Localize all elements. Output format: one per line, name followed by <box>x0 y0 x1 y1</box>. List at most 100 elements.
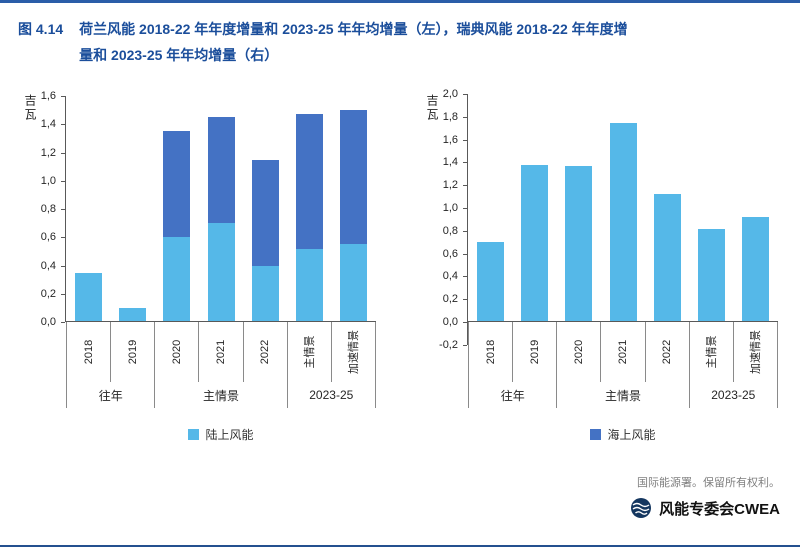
y-tick-label: 2,0 <box>442 88 458 100</box>
x-category-label: 主情景 <box>304 335 317 369</box>
y-tick-mark <box>463 299 467 301</box>
y-tick-label: 0,8 <box>40 203 56 215</box>
y-tick-label: 1,4 <box>442 156 458 169</box>
plot-area <box>66 96 376 322</box>
figure-caption: 图 4.14 荷兰风能 2018-22 年年度增量和 2023-25 年年均增量… <box>18 16 784 68</box>
x-category-label: 2021 <box>616 339 629 365</box>
y-tick-label: 1,4 <box>40 118 56 131</box>
y-tick-label: 0,8 <box>442 224 458 237</box>
legend-swatch-offshore <box>590 429 602 440</box>
y-tick-mark <box>463 230 467 232</box>
x-category-cell: 2021 <box>199 322 244 382</box>
y-tick-label: 1,8 <box>442 110 458 123</box>
x-category-cell: 2019 <box>513 322 558 382</box>
x-group-label: 2023-25 <box>309 388 354 402</box>
x-axis-line <box>66 321 376 322</box>
bar-segment-onshore <box>296 248 324 322</box>
y-tick-mark <box>61 180 65 182</box>
x-category-label: 加速情景 <box>750 330 763 374</box>
y-axis-line <box>467 94 468 345</box>
y-tick-label: 0,2 <box>442 293 458 306</box>
bar-segment-onshore <box>207 223 235 322</box>
x-group-label: 主情景 <box>155 382 288 408</box>
y-tick-mark <box>463 139 467 141</box>
y-tick-label: 1,0 <box>442 202 458 214</box>
figure-number: 图 4.14 <box>18 21 64 37</box>
x-category-label: 2022 <box>259 339 272 365</box>
bar-segment-onshore <box>653 194 681 322</box>
y-tick-label: 1,0 <box>40 174 56 187</box>
copyright-text: 国际能源署。保留所有权利。 <box>637 477 780 489</box>
x-category-cell: 加速情景 <box>734 322 777 382</box>
y-tick-mark <box>61 96 65 97</box>
y-tick-label: 1,2 <box>40 146 56 159</box>
x-category-label: 2019 <box>528 339 541 365</box>
bar-segment-onshore <box>251 265 279 322</box>
x-axis-category-labels: 2018 2019 2020 2021 2022 主情景 加速情景 <box>468 322 778 382</box>
charts-row: 吉瓦 1,6 1,4 1,2 1,0 0,8 0,6 0,4 0,2 0,0 2018 2019 2… <box>10 82 784 443</box>
x-category-label: 2022 <box>661 339 674 365</box>
y-tick-mark <box>463 322 467 323</box>
chart-sweden: 吉瓦 2,0 1,8 1,6 1,4 1,2 1,0 0,8 0,6 0,4 0,2 0,0 -0,2… <box>412 82 784 443</box>
bar-segment-onshore <box>340 244 368 322</box>
bar-segment-onshore <box>698 228 726 322</box>
x-category-label: 加速情景 <box>348 330 361 374</box>
x-category-cell: 加速情景 <box>332 322 375 382</box>
x-category-label: 2018 <box>484 339 497 365</box>
y-tick-mark <box>463 94 467 95</box>
bar-segment-onshore <box>565 165 593 322</box>
cwea-logo: 风能专委会CWEA <box>629 496 780 520</box>
y-tick-mark <box>463 253 467 255</box>
figure-title: 荷兰风能 2018-22 年年度增量和 2023-25 年年均增量（左），瑞典风… <box>79 16 627 68</box>
bar-segment-offshore <box>163 131 191 238</box>
x-axis-line <box>468 321 778 322</box>
x-category-cell: 2019 <box>111 322 156 382</box>
y-tick-label: 0,6 <box>40 231 56 244</box>
bar-segment-offshore <box>207 117 235 224</box>
x-category-cell: 2022 <box>244 322 288 382</box>
y-tick-mark <box>463 116 467 118</box>
y-tick-mark <box>61 322 65 323</box>
chart-canvas: 吉瓦 2,0 1,8 1,6 1,4 1,2 1,0 0,8 0,6 0,4 0,2 0,0 -0,2… <box>412 82 784 408</box>
y-tick-mark <box>463 208 467 209</box>
x-group-label: 2023-25 <box>711 388 756 402</box>
legend: 陆上风能 <box>66 426 376 443</box>
y-tick-label: 0,4 <box>442 270 458 283</box>
y-tick-mark <box>61 265 65 267</box>
y-tick-mark <box>463 344 467 346</box>
x-group-label: 往年 <box>67 382 156 408</box>
bar-segment-onshore <box>163 237 191 322</box>
x-category-cell: 2020 <box>155 322 200 382</box>
x-category-cell: 主情景 <box>288 322 332 382</box>
x-group-label: 往年 <box>469 382 558 408</box>
bar-segment-onshore <box>742 217 770 322</box>
y-tick-label: 0,0 <box>40 316 56 328</box>
top-border-rule <box>0 0 800 3</box>
cwea-logo-text: 风能专委会CWEA <box>659 500 780 518</box>
cwea-logo-icon <box>631 498 652 518</box>
bar-segment-onshore <box>74 272 102 322</box>
bar-segment-offshore <box>251 159 279 266</box>
y-tick-label: 1,2 <box>442 179 458 192</box>
x-category-label: 2019 <box>126 339 139 365</box>
x-category-label: 2021 <box>214 339 227 365</box>
y-tick-label: 0,2 <box>40 287 56 300</box>
x-category-cell: 2018 <box>469 322 514 382</box>
bar-segment-onshore <box>118 307 146 322</box>
x-category-cell: 2022 <box>646 322 690 382</box>
x-category-cell: 2018 <box>67 322 112 382</box>
y-axis-title: 吉瓦 <box>425 94 439 122</box>
y-tick-mark <box>61 209 65 210</box>
y-tick-mark <box>61 237 65 239</box>
x-category-label: 2020 <box>170 339 183 365</box>
bar-segment-onshore <box>476 242 504 322</box>
y-tick-label: 0,4 <box>40 259 56 272</box>
legend: 海上风能 <box>468 426 778 443</box>
y-tick-mark <box>61 293 65 295</box>
y-tick-mark <box>463 276 467 278</box>
x-category-cell: 2020 <box>557 322 602 382</box>
y-tick-label: 1,6 <box>442 133 458 146</box>
figure-title-line1: 荷兰风能 2018-22 年年度增量和 2023-25 年年均增量（左），瑞典风… <box>79 21 628 37</box>
x-category-cell: 主情景 <box>690 322 734 382</box>
